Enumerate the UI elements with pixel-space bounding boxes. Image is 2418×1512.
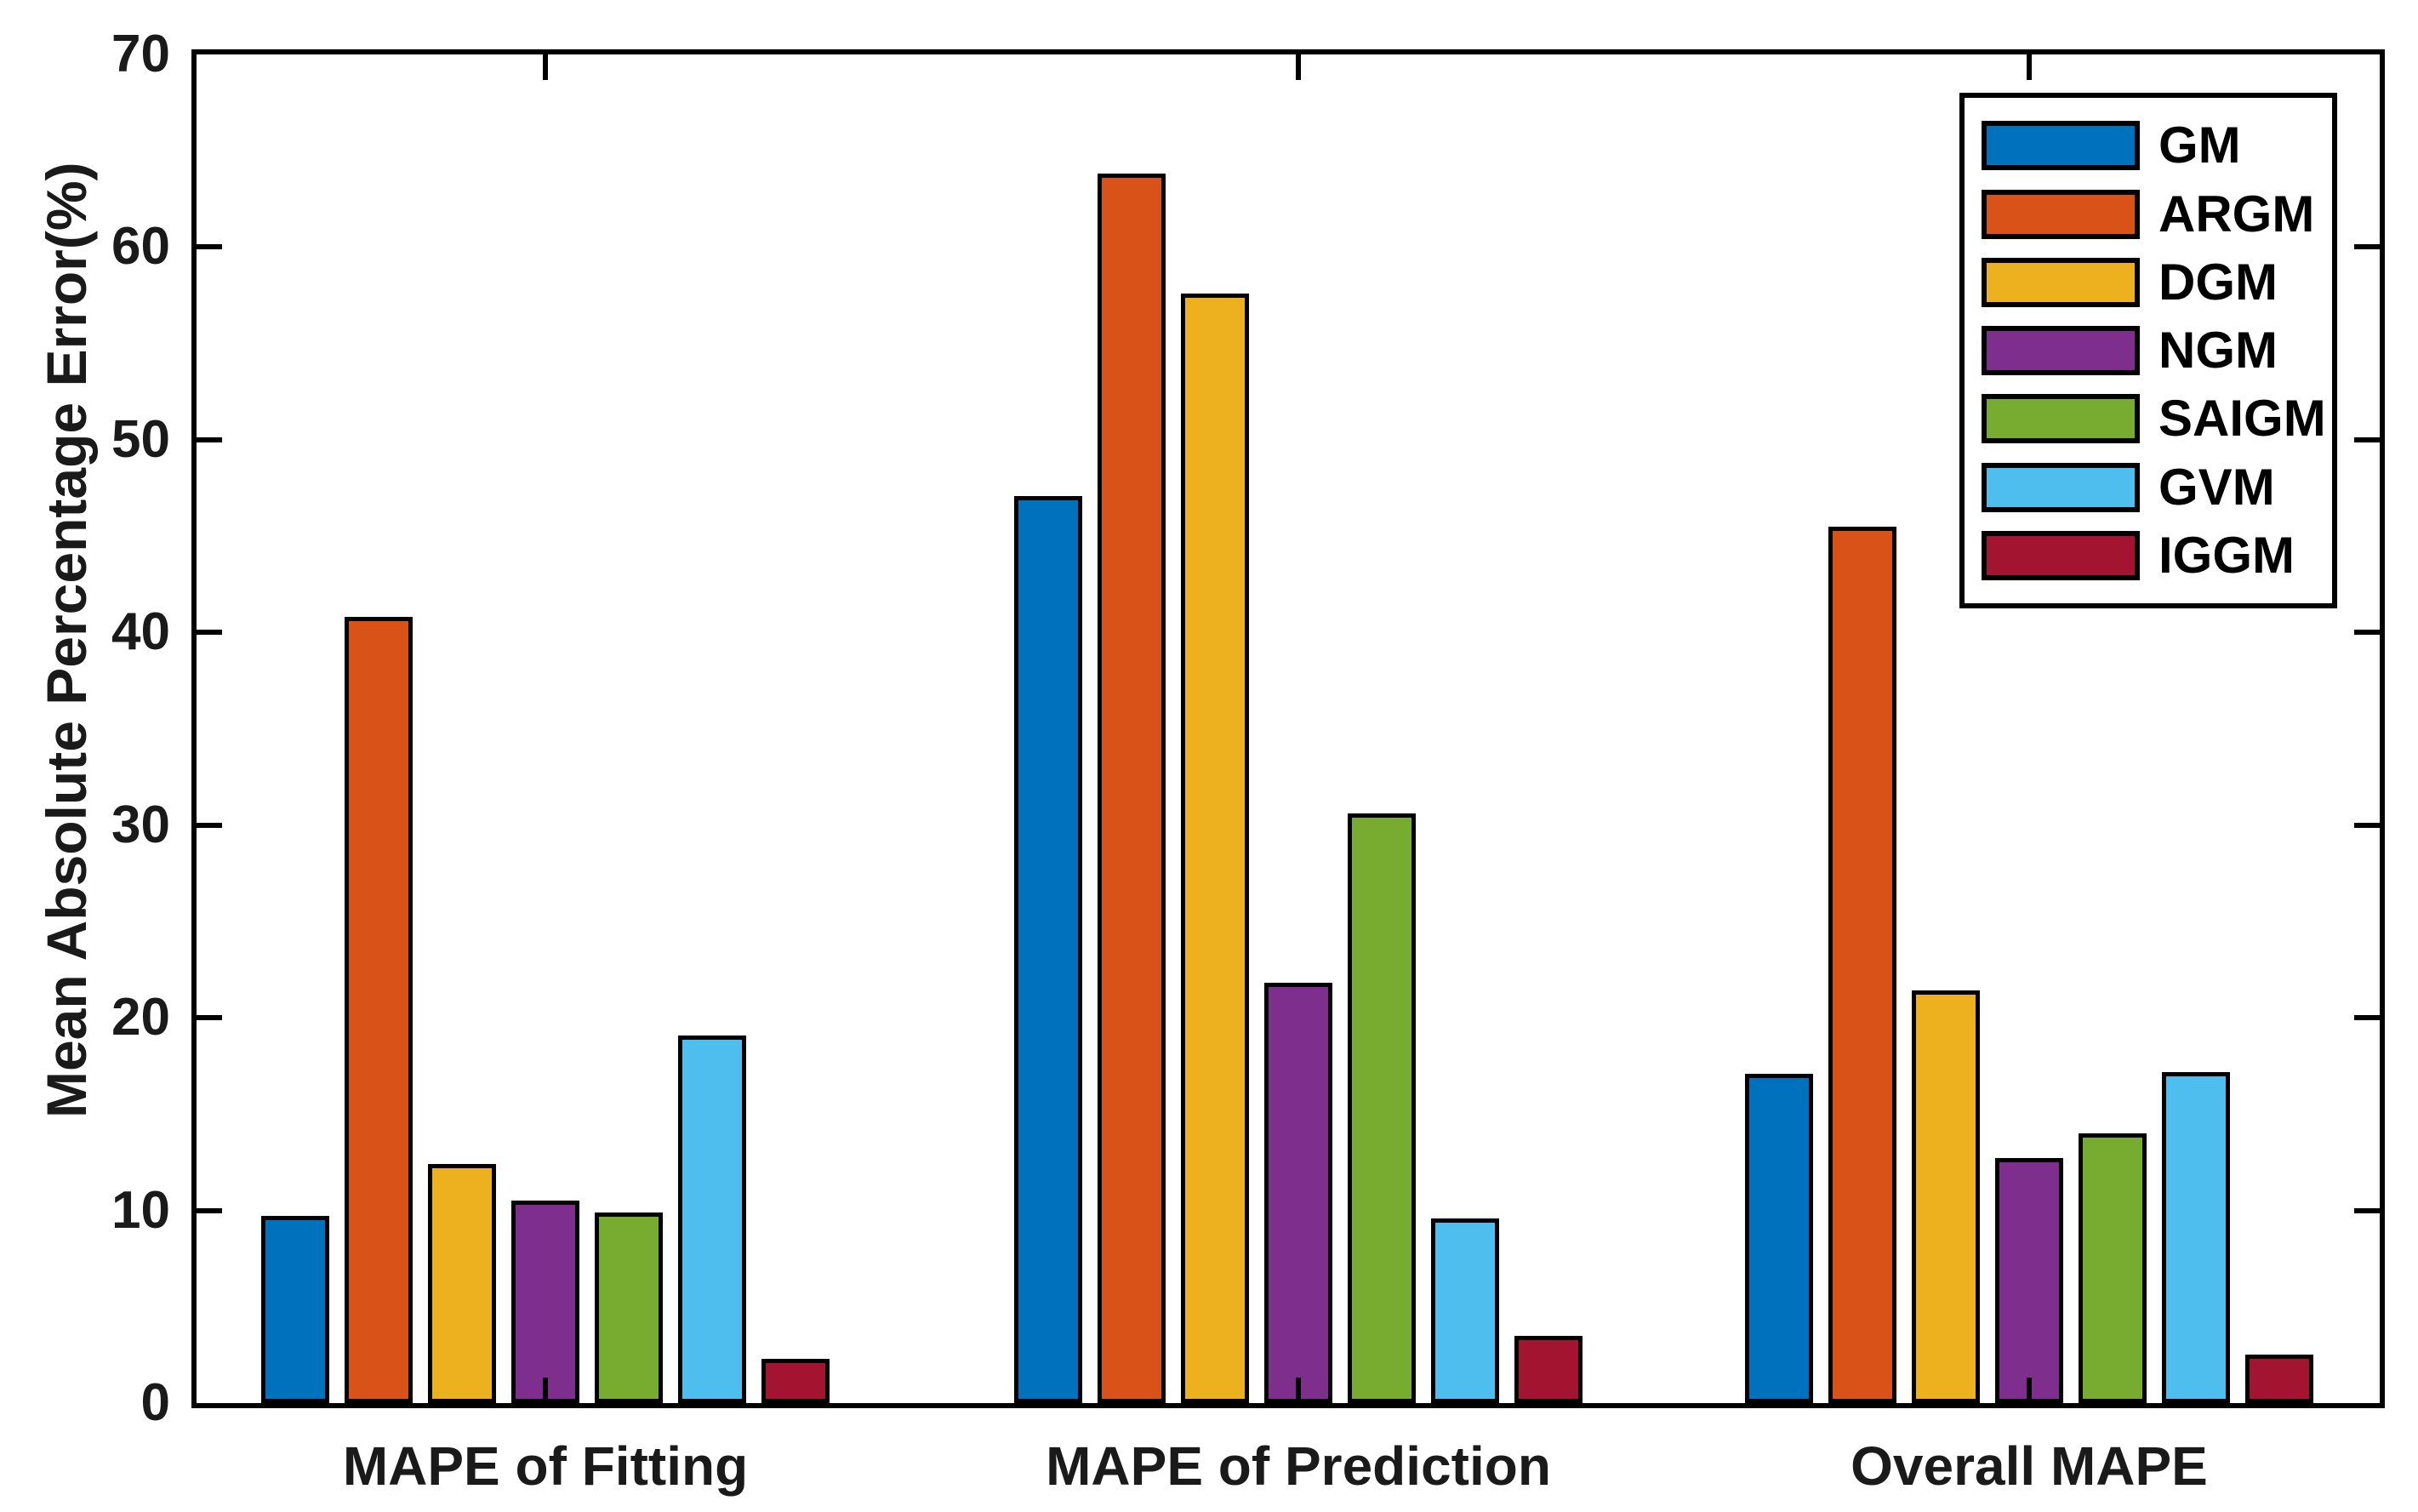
bar-dgm-1 xyxy=(428,1164,496,1403)
legend-swatch-gvm xyxy=(1982,462,2140,512)
legend-item-saigm: SAIGM xyxy=(1982,393,2332,444)
y-tick-mark-right-60 xyxy=(2354,244,2380,250)
y-tick-mark-right-10 xyxy=(2354,1207,2380,1213)
legend-item-gvm: GVM xyxy=(1982,458,2332,516)
legend-swatch-dgm xyxy=(1982,257,2140,307)
y-tick-label-70: 70 xyxy=(111,25,170,83)
y-tick-mark-right-40 xyxy=(2354,630,2380,636)
legend-swatch-ngm xyxy=(1982,326,2140,375)
bar-gm-1 xyxy=(261,1216,329,1403)
legend-label-ngm: NGM xyxy=(2159,322,2278,379)
y-tick-mark-left-60 xyxy=(197,244,222,250)
legend-item-dgm: DGM xyxy=(1982,253,2332,311)
y-tick-mark-left-50 xyxy=(197,436,222,442)
legend-swatch-saigm xyxy=(1982,394,2140,444)
x-category-label-1: MAPE of Fitting xyxy=(342,1435,749,1497)
y-tick-label-0: 0 xyxy=(140,1373,170,1432)
legend-label-gm: GM xyxy=(2159,117,2241,174)
legend-label-iggm: IGGM xyxy=(2159,526,2295,584)
x-tick-mark-top-2 xyxy=(1296,54,1301,80)
x-category-label-2: MAPE of Prediction xyxy=(1046,1435,1551,1497)
legend-swatch-gm xyxy=(1982,121,2140,171)
bar-ngm-2 xyxy=(1264,983,1332,1403)
y-tick-label-30: 30 xyxy=(111,795,170,854)
y-tick-mark-left-30 xyxy=(197,822,222,828)
bar-gvm-1 xyxy=(678,1036,746,1403)
bar-ngm-1 xyxy=(511,1201,579,1403)
bar-dgm-2 xyxy=(1181,294,1249,1403)
bar-iggm-2 xyxy=(1514,1336,1583,1403)
y-tick-mark-right-50 xyxy=(2354,436,2380,442)
legend-label-argm: ARGM xyxy=(2159,185,2315,242)
bar-ngm-3 xyxy=(1995,1158,2063,1403)
bar-saigm-2 xyxy=(1348,813,1416,1403)
legend-item-gm: GM xyxy=(1982,120,2332,171)
legend-box: GM ARGM DGM NGM SAIGM GVM IGGM xyxy=(1959,93,2337,608)
x-tick-mark-bottom-3 xyxy=(2027,1378,2032,1403)
y-tick-label-50: 50 xyxy=(111,409,170,469)
bar-argm-3 xyxy=(1828,527,1896,1403)
bar-iggm-1 xyxy=(761,1359,830,1403)
legend-item-argm: ARGM xyxy=(1982,185,2332,242)
bar-gvm-3 xyxy=(2162,1072,2230,1403)
bar-gm-3 xyxy=(1745,1074,1813,1403)
y-tick-mark-right-20 xyxy=(2354,1015,2380,1021)
legend-swatch-argm xyxy=(1982,189,2140,239)
x-category-label-3: Overall MAPE xyxy=(1851,1435,2208,1497)
y-tick-mark-right-30 xyxy=(2354,822,2380,828)
legend-swatch-iggm xyxy=(1982,530,2140,580)
legend-label-dgm: DGM xyxy=(2159,253,2278,311)
y-tick-label-40: 40 xyxy=(111,602,170,662)
bar-saigm-1 xyxy=(595,1212,663,1403)
y-tick-label-10: 10 xyxy=(111,1180,170,1240)
legend-label-gvm: GVM xyxy=(2159,458,2275,516)
bar-dgm-3 xyxy=(1912,990,1980,1403)
legend-item-ngm: NGM xyxy=(1982,325,2332,376)
bar-saigm-3 xyxy=(2079,1133,2147,1403)
x-tick-mark-bottom-2 xyxy=(1296,1378,1301,1403)
bar-gvm-2 xyxy=(1431,1218,1499,1403)
legend-item-iggm: IGGM xyxy=(1982,526,2332,584)
y-tick-mark-left-10 xyxy=(197,1207,222,1213)
y-tick-label-60: 60 xyxy=(111,217,170,277)
y-tick-mark-left-20 xyxy=(197,1015,222,1021)
x-tick-mark-bottom-1 xyxy=(543,1378,548,1403)
y-tick-label-20: 20 xyxy=(111,988,170,1047)
bar-argm-1 xyxy=(345,617,413,1403)
bar-gm-2 xyxy=(1014,496,1082,1403)
x-tick-mark-top-1 xyxy=(543,54,548,80)
legend-label-saigm: SAIGM xyxy=(2159,390,2326,448)
y-tick-mark-left-40 xyxy=(197,630,222,636)
bar-argm-2 xyxy=(1098,174,1166,1403)
bar-iggm-3 xyxy=(2245,1355,2313,1403)
x-tick-mark-top-3 xyxy=(2027,54,2032,80)
